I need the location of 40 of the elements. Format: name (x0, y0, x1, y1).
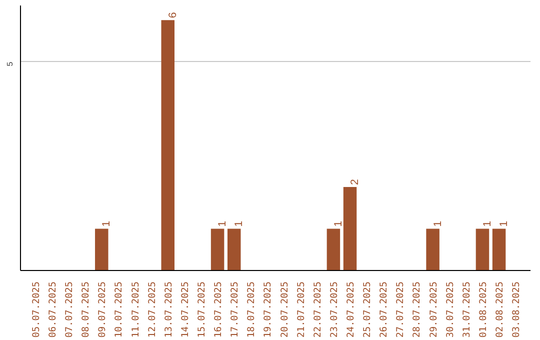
x-tick-label: 08.07.2025 (80, 281, 92, 338)
x-tick-label: 10.07.2025 (114, 281, 125, 338)
x-tick-label: 20.07.2025 (279, 281, 290, 338)
x-tick-label: 21.07.2025 (296, 281, 307, 338)
data-label: 1 (233, 220, 246, 227)
x-tick-label: 03.08.2025 (511, 281, 522, 338)
x-tick-label: 18.07.2025 (246, 281, 258, 338)
x-tick-label: 29.07.2025 (428, 281, 440, 338)
data-label: 1 (216, 220, 229, 227)
x-tick-label: 28.07.2025 (412, 281, 423, 338)
x-tick-label: 30.07.2025 (444, 281, 456, 338)
x-tick-label: 07.07.2025 (64, 281, 76, 338)
x-tick-label: 16.07.2025 (213, 281, 224, 338)
x-tick-label: 15.07.2025 (196, 281, 208, 338)
x-tick-label: 11.07.2025 (130, 281, 142, 338)
data-label: 1 (100, 220, 113, 227)
y-tick-label: 5 (6, 61, 14, 66)
x-tick-label: 17.07.2025 (230, 281, 241, 338)
data-label: 1 (432, 220, 444, 227)
x-tick-label: 13.07.2025 (163, 281, 174, 338)
x-tick-label: 26.07.2025 (378, 281, 390, 338)
x-tick-label: 25.07.2025 (362, 281, 374, 338)
data-label: 1 (332, 220, 344, 227)
x-tick-label: 12.07.2025 (146, 281, 158, 338)
x-tick-label: 05.07.2025 (30, 281, 42, 338)
data-label: 1 (498, 220, 510, 227)
x-tick-label: 24.07.2025 (346, 281, 357, 338)
x-tick-label: 01.08.2025 (478, 281, 489, 338)
x-tick-label: 23.07.2025 (328, 281, 340, 338)
x-tick-label: 19.07.2025 (262, 281, 274, 338)
data-label: 1 (481, 220, 494, 227)
x-tick-label: 27.07.2025 (395, 281, 406, 338)
x-tick-label: 22.07.2025 (312, 281, 324, 338)
data-label: 2 (349, 179, 362, 186)
x-tick-label: 02.08.2025 (494, 281, 506, 338)
x-tick-label: 31.07.2025 (461, 281, 472, 338)
x-tick-label: 14.07.2025 (180, 281, 191, 338)
data-label: 6 (166, 12, 179, 18)
x-tick-label: 06.07.2025 (47, 281, 58, 338)
x-tick-label: 09.07.2025 (97, 281, 108, 338)
